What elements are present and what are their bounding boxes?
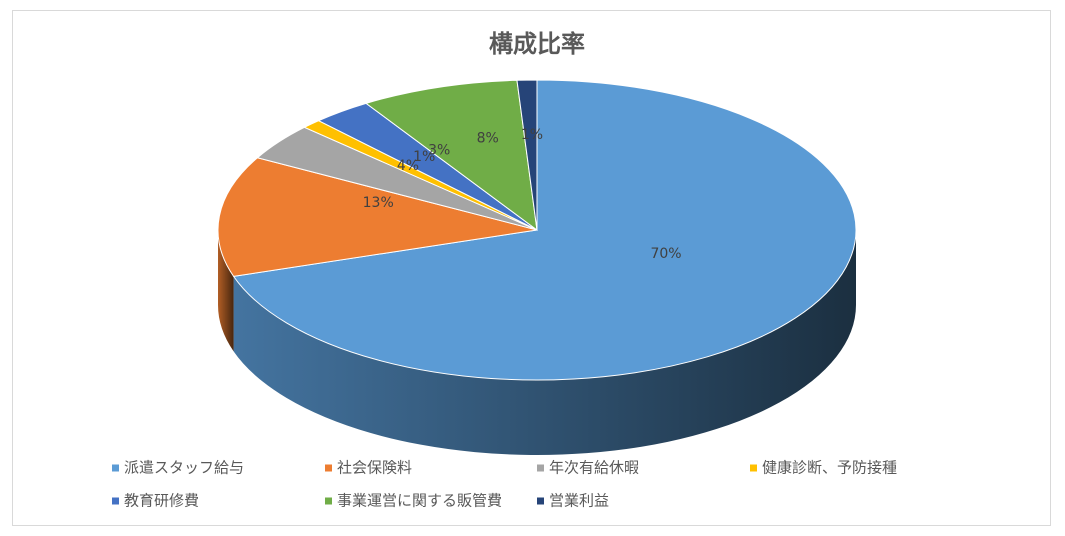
slice bbox=[364, 79, 538, 232]
legend-label: 年次有給休暇 bbox=[549, 459, 639, 477]
chart-title: 構成比率 bbox=[489, 30, 585, 58]
legend-label: 事業運営に関する販管費 bbox=[337, 492, 502, 510]
data-label: 1% bbox=[413, 149, 435, 165]
data-label: 8% bbox=[477, 131, 499, 147]
legend-marker bbox=[325, 464, 332, 472]
slice bbox=[232, 79, 857, 381]
legend-marker bbox=[750, 464, 757, 472]
legend-label: 営業利益 bbox=[549, 492, 609, 510]
slice bbox=[516, 79, 538, 231]
legend-label: 派遣スタッフ給与 bbox=[124, 459, 244, 477]
legend-marker bbox=[112, 464, 119, 472]
data-label: 70% bbox=[650, 246, 681, 262]
data-label: 1% bbox=[521, 127, 543, 143]
data-label: 3% bbox=[428, 143, 450, 159]
legend-marker bbox=[112, 497, 119, 505]
data-label: 4% bbox=[397, 158, 419, 174]
legend-marker bbox=[325, 497, 332, 505]
legend-marker bbox=[537, 464, 544, 472]
legend-label: 教育研修費 bbox=[124, 492, 199, 510]
slice-side bbox=[233, 230, 856, 455]
legend-label: 健康診断、予防接種 bbox=[762, 459, 897, 477]
data-label: 13% bbox=[363, 195, 394, 211]
legend-label: 社会保険料 bbox=[337, 459, 412, 477]
slice-side bbox=[218, 230, 234, 352]
slice bbox=[217, 157, 538, 277]
legend-marker bbox=[537, 497, 544, 505]
